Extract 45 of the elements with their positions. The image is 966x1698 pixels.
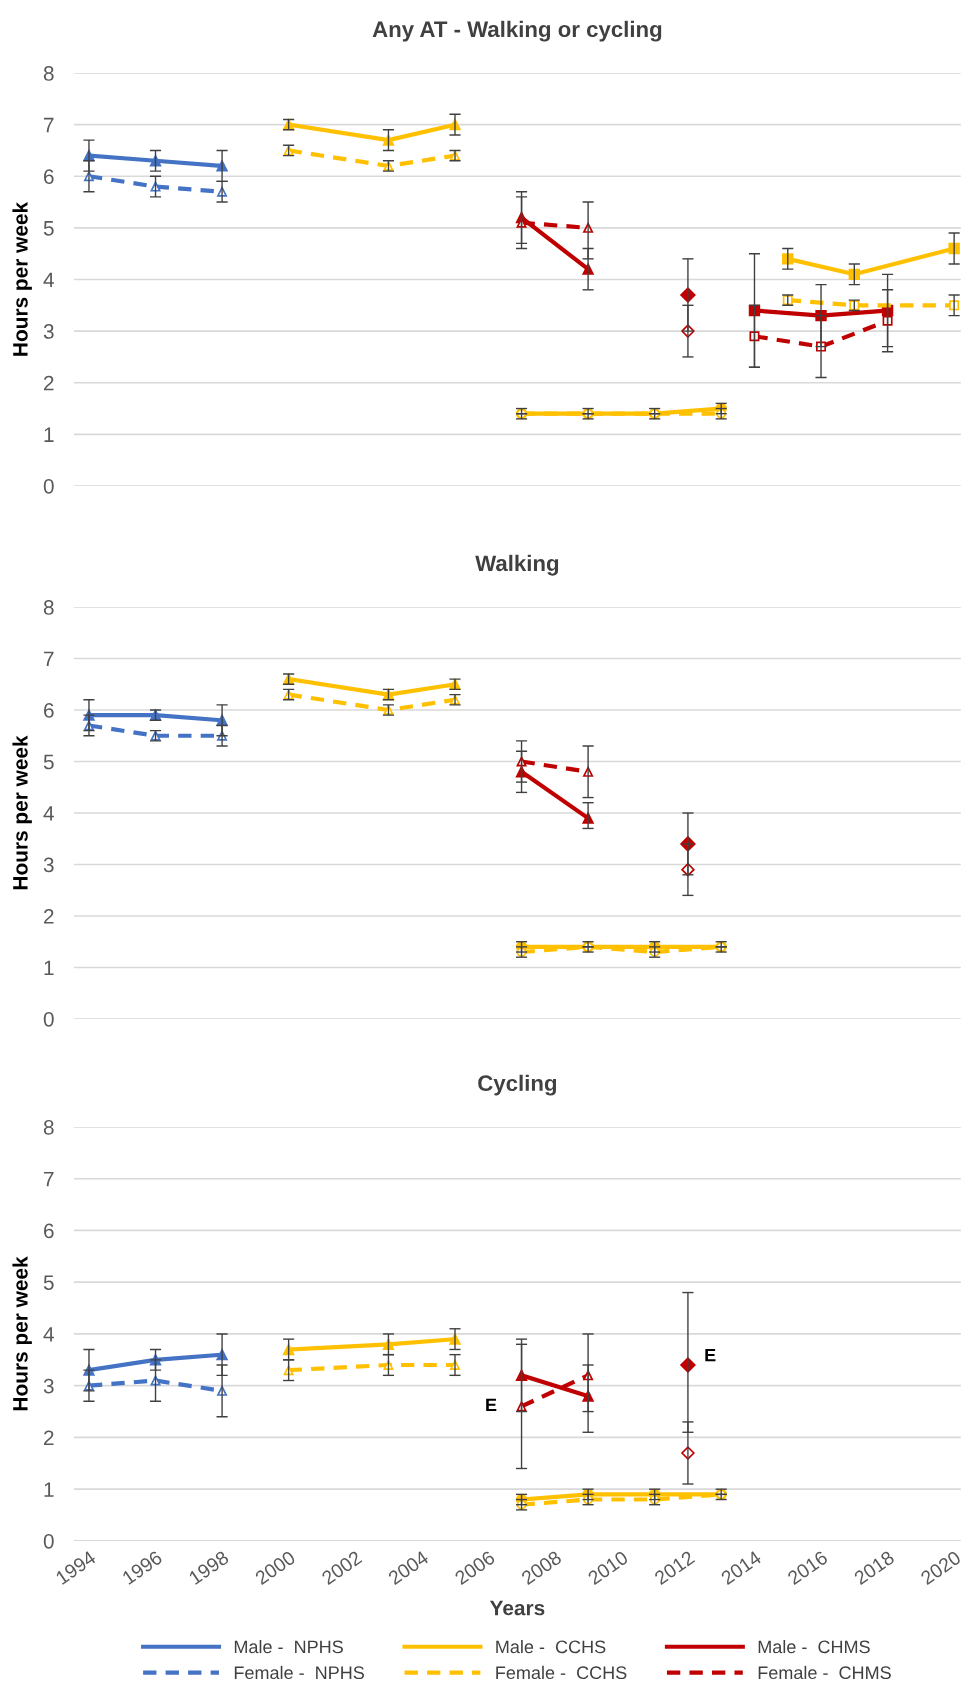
x-tick-label: 2020 xyxy=(919,1550,962,1586)
legend-label: Female - NPHS xyxy=(234,1665,364,1680)
x-tick-label: 2010 xyxy=(587,1550,629,1586)
y-tick-label: 0 xyxy=(43,478,54,494)
y-tick-label: 3 xyxy=(43,1378,54,1394)
y-tick-label: 7 xyxy=(44,651,54,667)
y-tick-label: 6 xyxy=(44,1223,54,1239)
y-tick-label: 1 xyxy=(44,960,54,976)
y-tick-label: 7 xyxy=(44,117,54,133)
y-tick-label: 4 xyxy=(43,272,54,288)
annotation: E xyxy=(705,1348,716,1362)
chart-title: Cycling xyxy=(478,1074,557,1096)
y-tick-label: 6 xyxy=(44,169,54,185)
y-tick-label: 5 xyxy=(43,1275,54,1290)
y-tick-label: 2 xyxy=(44,908,54,924)
x-axis-title: Years xyxy=(489,1600,545,1616)
y-tick-label: 3 xyxy=(43,324,54,339)
y-tick-label: 1 xyxy=(44,1482,54,1497)
y-tick-label: 4 xyxy=(43,806,54,821)
y-tick-label: 6 xyxy=(44,703,54,718)
y-tick-label: 2 xyxy=(44,1430,54,1445)
y-tick-label: 8 xyxy=(43,66,54,81)
legend-label: Male - NPHS xyxy=(234,1639,343,1654)
legend-label: Male - CCHS xyxy=(496,1639,606,1654)
chart-title: Walking xyxy=(475,554,559,576)
y-tick-label: 4 xyxy=(43,1327,54,1342)
y-tick-label: 8 xyxy=(43,600,54,615)
y-tick-label: 1 xyxy=(44,427,54,442)
y-tick-label: 5 xyxy=(43,754,54,770)
legend-label: Female - CCHS xyxy=(496,1665,627,1680)
y-tick-label: 5 xyxy=(43,221,54,236)
y-axis-title: Hours per week xyxy=(12,201,32,356)
y-tick-label: 0 xyxy=(43,1533,54,1549)
legend-label: Female - CHMS xyxy=(758,1665,891,1680)
y-axis-title: Hours per week xyxy=(12,1256,32,1411)
x-tick-label: 2000 xyxy=(254,1550,297,1586)
chart-title: Any AT - Walking or cycling xyxy=(372,20,662,42)
legend-label: Male - CHMS xyxy=(758,1639,870,1654)
y-axis-title: Hours per week xyxy=(12,735,32,890)
y-tick-label: 0 xyxy=(43,1011,54,1027)
y-tick-label: 2 xyxy=(44,375,54,391)
y-tick-label: 8 xyxy=(43,1119,54,1135)
y-tick-label: 3 xyxy=(43,857,54,873)
y-tick-label: 7 xyxy=(44,1171,54,1187)
annotation: E xyxy=(486,1398,497,1412)
